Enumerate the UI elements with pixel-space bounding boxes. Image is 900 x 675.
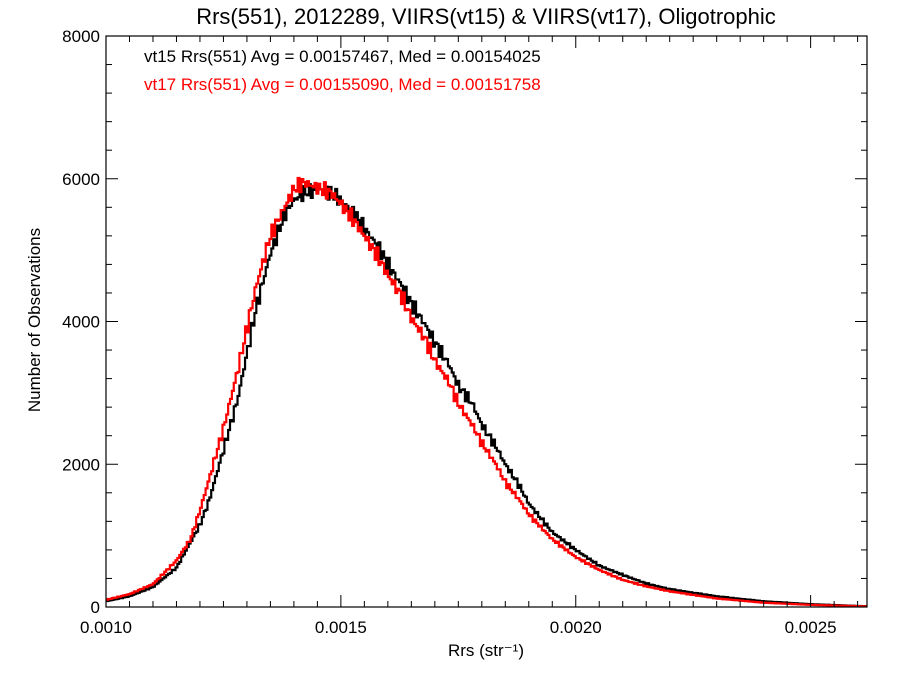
x-tick-label: 0.0020 [550,618,602,637]
x-tick-label: 0.0015 [315,618,367,637]
plot-area: 0.0010 0.0015 0.0020 0.0025 0 2000 4000 6000 800… [62,27,868,637]
y-tick-label: 0 [91,598,100,617]
legend-entry-1: vt15 Rrs(551) Avg = 0.00157467, Med = 0.… [144,47,541,66]
y-tick-label: 8000 [62,27,100,46]
x-tick-label: 0.0025 [785,618,837,637]
plot-frame [105,35,868,608]
legend: vt15 Rrs(551) Avg = 0.00157467, Med = 0.… [144,47,541,94]
y-tick-label: 6000 [62,170,100,189]
series-line-2 [106,176,867,607]
x-tick-label: 0.0010 [80,618,132,637]
series-line-1 [106,183,867,607]
chart-title: Rrs(551), 2012289, VIIRS(vt15) & VIIRS(v… [196,4,776,29]
y-tick-label: 2000 [62,455,100,474]
y-tick-label: 4000 [62,313,100,332]
legend-entry-2: vt17 Rrs(551) Avg = 0.00155090, Med = 0.… [144,75,541,94]
x-axis-label: Rrs (str⁻¹) [448,641,524,660]
y-axis-label: Number of Observations [25,228,44,412]
